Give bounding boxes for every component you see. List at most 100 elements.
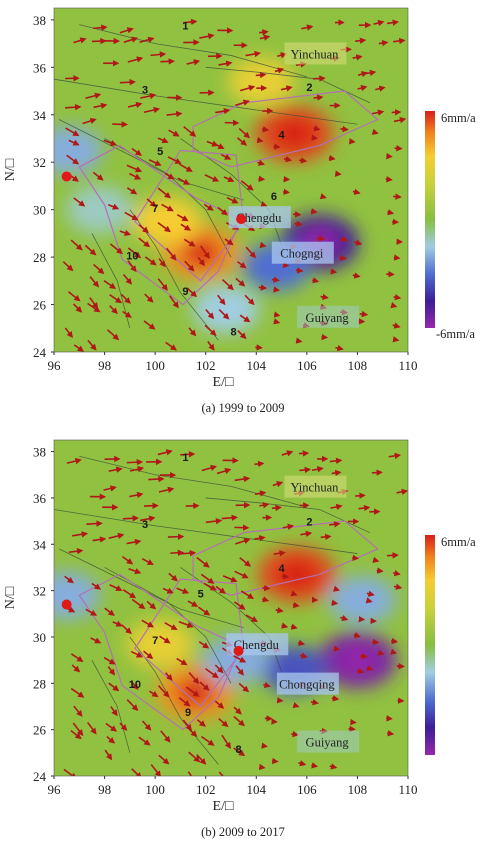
colorbar [425, 111, 435, 328]
city-label-yinchuan: Yinchuan [290, 47, 339, 61]
region-number: 7 [152, 635, 158, 647]
gps-arrow [394, 257, 399, 258]
region-number: 3 [142, 519, 148, 531]
gps-arrow [329, 158, 334, 159]
gps-arrow [254, 463, 262, 464]
region-number: 10 [129, 679, 141, 691]
region-number: 1 [182, 452, 188, 464]
anomaly-blob [66, 186, 133, 234]
y-tick-label: 26 [33, 298, 47, 313]
station-marker [62, 171, 72, 181]
x-tick-label: 108 [348, 358, 368, 373]
region-number: 4 [279, 129, 286, 141]
y-tick-label: 38 [33, 13, 46, 28]
gps-arrow [262, 746, 266, 747]
region-number: 5 [157, 146, 163, 158]
anomaly-blob [329, 576, 396, 624]
gps-arrow [332, 698, 338, 699]
y-tick-label: 30 [33, 630, 46, 645]
y-tick-label: 30 [33, 203, 46, 218]
gps-arrow [393, 339, 398, 340]
gps-arrow [311, 765, 316, 766]
gps-arrow [335, 174, 340, 175]
gps-arrow [332, 603, 337, 604]
gps-arrow [360, 314, 367, 315]
y-tick-label: 34 [33, 537, 47, 552]
x-tick-label: 106 [297, 358, 317, 373]
gps-arrow [313, 78, 324, 79]
x-tick-label: 106 [297, 782, 317, 797]
region-number: 6 [271, 191, 277, 203]
colorbar-max-label: 6mm/a [441, 535, 476, 549]
gps-arrow [379, 43, 387, 44]
gps-arrow [392, 305, 396, 306]
x-axis-label: E/□ [213, 799, 234, 814]
colorbar-max-label: 6mm/a [441, 111, 476, 125]
gps-arrow [317, 238, 324, 239]
gps-arrow [387, 555, 397, 556]
gps-arrow [296, 270, 302, 271]
panel-caption: (b) 2009 to 2017 [201, 825, 285, 839]
panel-caption: (a) 1999 to 2009 [202, 401, 285, 415]
gps-arrow [259, 287, 266, 288]
region-number: 3 [142, 84, 148, 96]
gps-arrow [349, 141, 354, 142]
gps-arrow [272, 280, 278, 281]
gps-arrow [355, 40, 365, 41]
gps-arrow [274, 289, 279, 290]
gps-arrow [291, 734, 297, 735]
region-number: 9 [182, 286, 188, 298]
gps-arrow [257, 140, 262, 141]
x-tick-label: 104 [247, 782, 267, 797]
gps-arrow [282, 576, 288, 577]
gps-arrow [377, 571, 382, 572]
gps-arrow [355, 495, 364, 496]
region-number: 7 [152, 203, 158, 215]
gps-arrow [283, 192, 288, 193]
y-axis-label: N/□ [3, 158, 18, 181]
region-number: 2 [306, 82, 312, 94]
anomaly-blob [192, 285, 259, 333]
y-tick-label: 32 [33, 584, 46, 599]
x-tick-label: 100 [145, 782, 165, 797]
x-tick-label: 110 [398, 782, 417, 797]
x-axis-label: E/□ [213, 375, 234, 390]
gps-arrow [86, 523, 101, 524]
gps-arrow [311, 211, 316, 212]
station-marker [236, 214, 246, 224]
gps-arrow [262, 204, 266, 205]
y-tick-label: 28 [33, 250, 46, 265]
gps-arrow [283, 265, 287, 266]
region-number: 5 [198, 589, 204, 601]
region-number: 9 [185, 707, 191, 719]
x-tick-label: 110 [398, 358, 417, 373]
anomaly-blob [127, 620, 194, 668]
gps-arrow [275, 315, 279, 316]
y-axis-label: N/□ [3, 586, 18, 609]
x-tick-label: 96 [48, 358, 62, 373]
panel-b: YinchuanChengduChongqingGuiyang123457109… [3, 440, 476, 839]
x-tick-label: 100 [145, 358, 165, 373]
gps-arrow [393, 297, 399, 298]
gps-arrow [180, 553, 194, 554]
gps-arrow [127, 462, 142, 463]
gps-arrow [276, 610, 283, 611]
gps-arrow [391, 641, 396, 642]
y-tick-label: 36 [33, 491, 47, 506]
gps-arrow [340, 129, 347, 130]
gps-arrow [65, 107, 80, 108]
gps-arrow [259, 32, 267, 33]
gps-arrow [293, 605, 298, 606]
gps-arrow [294, 224, 301, 225]
region-number: 4 [279, 563, 286, 575]
gps-arrow [258, 179, 263, 180]
city-label-yinchuan: Yinchuan [290, 481, 339, 495]
gps-arrow [297, 341, 301, 342]
y-tick-label: 38 [33, 445, 46, 460]
gps-arrow [255, 347, 261, 348]
y-tick-label: 26 [33, 723, 47, 738]
x-tick-label: 104 [247, 358, 267, 373]
colorbar [425, 535, 435, 755]
x-tick-label: 102 [196, 782, 216, 797]
x-tick-label: 98 [98, 358, 111, 373]
